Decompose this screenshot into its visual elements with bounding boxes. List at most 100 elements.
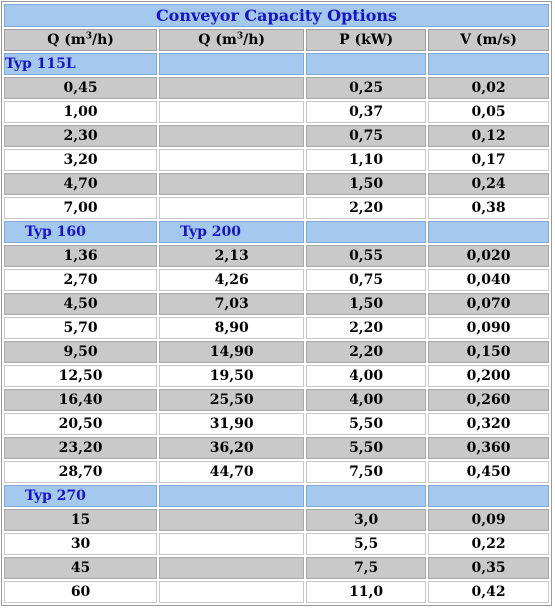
table-row: 0,45 0,25 0,02 [4,77,549,99]
cell-power: 7,5 [306,557,427,579]
cell-flow-a: 20,50 [4,413,158,435]
table-row: 28,70 44,70 7,50 0,450 [4,461,549,483]
cell-power: 3,0 [306,509,427,531]
table-title: Conveyor Capacity Options [4,4,549,27]
cell-flow-a: 23,20 [4,437,158,459]
group-label [159,53,305,75]
cell-flow-a: 0,45 [4,77,158,99]
table-row: 5,70 8,90 2,20 0,090 [4,317,549,339]
group-label: Typ 160 [4,221,158,243]
cell-flow-a: 12,50 [4,365,158,387]
cell-flow-a: 28,70 [4,461,158,483]
table-row: 15 3,0 0,09 [4,509,549,531]
group-label: Typ 270 [4,485,158,507]
cell-power: 0,55 [306,245,427,267]
cell-velocity: 0,24 [428,173,549,195]
cell-flow-b: 25,50 [159,389,305,411]
header-q-text: Q (m [198,32,237,48]
cell-power: 0,37 [306,101,427,123]
cell-flow-b [159,101,305,123]
cell-power: 1,50 [306,173,427,195]
cell-velocity: 0,450 [428,461,549,483]
cell-power: 2,20 [306,341,427,363]
table-row: 3,20 1,10 0,17 [4,149,549,171]
cell-flow-a: 30 [4,533,158,555]
cell-velocity: 0,42 [428,581,549,603]
table-row: 9,50 14,90 2,20 0,150 [4,341,549,363]
cell-velocity: 0,17 [428,149,549,171]
table-row: 20,50 31,90 5,50 0,320 [4,413,549,435]
cell-power: 5,50 [306,413,427,435]
cell-flow-b: 31,90 [159,413,305,435]
table-row: 7,00 2,20 0,38 [4,197,549,219]
cell-power: 4,00 [306,365,427,387]
cell-power: 0,75 [306,125,427,147]
cell-flow-a: 45 [4,557,158,579]
table-row: 4,70 1,50 0,24 [4,173,549,195]
cell-flow-a: 1,00 [4,101,158,123]
cell-flow-a: 7,00 [4,197,158,219]
cell-flow-b [159,197,305,219]
cell-velocity: 0,12 [428,125,549,147]
header-q-superscript: 3 [85,31,92,42]
cell-velocity: 0,22 [428,533,549,555]
cell-power: 2,20 [306,317,427,339]
table-body: Conveyor Capacity Options Q (m3/h) Q (m3… [4,4,549,603]
cell-power: 5,50 [306,437,427,459]
group-label [159,485,305,507]
header-q-unit: /h) [91,32,114,48]
cell-power: 2,20 [306,197,427,219]
cell-flow-a: 4,50 [4,293,158,315]
cell-power: 1,50 [306,293,427,315]
cell-power: 1,10 [306,149,427,171]
cell-flow-b: 7,03 [159,293,305,315]
group-empty-cell [306,485,427,507]
table-row: 1,00 0,37 0,05 [4,101,549,123]
cell-flow-a: 4,70 [4,173,158,195]
header-q-col1: Q (m3/h) [4,29,158,51]
group-row: Typ 160 Typ 200 [4,221,549,243]
group-empty-cell [306,53,427,75]
cell-flow-b: 44,70 [159,461,305,483]
header-q-text: Q (m [47,32,86,48]
header-row: Q (m3/h) Q (m3/h) P (kW) V (m/s) [4,29,549,51]
cell-velocity: 0,38 [428,197,549,219]
cell-flow-a: 60 [4,581,158,603]
table-row: 60 11,0 0,42 [4,581,549,603]
cell-power: 4,00 [306,389,427,411]
cell-power: 0,25 [306,77,427,99]
cell-flow-b: 36,20 [159,437,305,459]
table-row: 2,30 0,75 0,12 [4,125,549,147]
cell-flow-b [159,557,305,579]
cell-flow-b [159,509,305,531]
table-row: 23,20 36,20 5,50 0,360 [4,437,549,459]
group-empty-cell [428,221,549,243]
group-empty-cell [306,221,427,243]
cell-flow-a: 5,70 [4,317,158,339]
title-row: Conveyor Capacity Options [4,4,549,27]
cell-flow-b [159,533,305,555]
cell-velocity: 0,360 [428,437,549,459]
cell-flow-a: 15 [4,509,158,531]
group-label: Typ 200 [159,221,305,243]
cell-velocity: 0,09 [428,509,549,531]
cell-flow-a: 9,50 [4,341,158,363]
header-power: P (kW) [306,29,427,51]
table-row: 1,36 2,13 0,55 0,020 [4,245,549,267]
header-q-superscript: 3 [236,31,244,42]
cell-flow-a: 16,40 [4,389,158,411]
group-row: Typ 115L [4,53,549,75]
group-empty-cell [428,485,549,507]
cell-flow-a: 2,30 [4,125,158,147]
cell-flow-b: 4,26 [159,269,305,291]
cell-velocity: 0,260 [428,389,549,411]
cell-flow-b: 8,90 [159,317,305,339]
table-row: 16,40 25,50 4,00 0,260 [4,389,549,411]
cell-flow-a: 1,36 [4,245,158,267]
cell-power: 11,0 [306,581,427,603]
cell-velocity: 0,070 [428,293,549,315]
cell-power: 5,5 [306,533,427,555]
cell-flow-b: 2,13 [159,245,305,267]
